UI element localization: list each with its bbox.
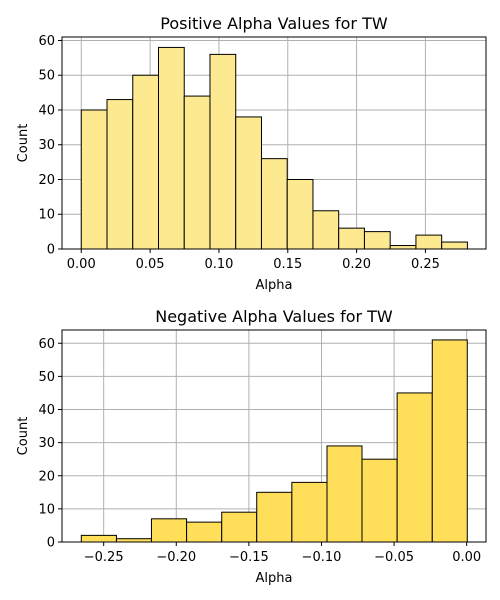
axes-frame: [61, 36, 487, 250]
y-axis-label: Count: [16, 124, 31, 163]
histogram-bar: [431, 339, 468, 543]
x-tick-label: −0.10: [302, 550, 342, 565]
histogram-bar: [256, 491, 293, 543]
x-tick-label: −0.25: [84, 550, 124, 565]
x-tick-label: −0.20: [156, 550, 196, 565]
chart-positive-alpha: 0.00 0.05 0.10 0.15 0.20 0.25 0 10 20 30 40 50 60 Pos…: [16, 14, 487, 293]
x-tick-label: 0.00: [452, 550, 481, 565]
y-tick-label: 30: [38, 436, 55, 451]
x-tick-label: 0.20: [342, 257, 371, 272]
histogram-bar: [221, 511, 258, 543]
histogram-bar: [186, 521, 223, 543]
y-tick-label: 40: [38, 103, 55, 118]
histogram-bar: [291, 481, 328, 543]
y-tick-label: 10: [38, 208, 55, 223]
histogram-bar: [338, 227, 365, 250]
axes-frame: [61, 329, 487, 543]
y-tick-label: 60: [38, 337, 55, 352]
histogram-bar: [326, 445, 363, 543]
y-tick-label: 60: [38, 34, 55, 49]
x-axis-label: Alpha: [256, 571, 293, 586]
x-tick-label: 0.10: [204, 257, 233, 272]
chart-title: Positive Alpha Values for TW: [160, 14, 388, 33]
bars: [80, 46, 468, 250]
histogram-bar: [235, 116, 262, 250]
x-tick-label: −0.05: [374, 550, 414, 565]
y-tick-label: 40: [38, 403, 55, 418]
y-axis-label: Count: [16, 417, 31, 456]
histogram-bar: [80, 534, 117, 543]
histogram-bar: [132, 74, 160, 250]
x-tick-label: 0.15: [273, 257, 302, 272]
y-tick-label: 30: [38, 138, 55, 153]
y-tick-label: 20: [38, 173, 55, 188]
chart-title: Negative Alpha Values for TW: [155, 307, 393, 326]
histogram-bar: [150, 518, 188, 543]
bars: [80, 339, 468, 543]
histogram-bar: [312, 210, 340, 250]
histogram-bar: [183, 95, 211, 250]
x-axis-label: Alpha: [256, 278, 293, 293]
histogram-bar: [389, 245, 417, 250]
x-tick-label: 0.05: [136, 257, 165, 272]
y-tick-label: 20: [38, 469, 55, 484]
histogram-bar: [361, 458, 398, 543]
histogram-bar: [209, 53, 237, 250]
histogram-bar: [106, 99, 134, 250]
y-tick-label: 0: [47, 243, 55, 258]
histogram-bar: [396, 392, 433, 543]
x-tick-label: −0.15: [229, 550, 269, 565]
x-tick-label: 0.00: [67, 257, 96, 272]
y-tick-label: 10: [38, 502, 55, 517]
histogram-bar: [260, 158, 288, 250]
y-tick-label: 50: [38, 370, 55, 385]
histogram-bar: [158, 46, 185, 250]
histogram-bar: [441, 241, 468, 250]
y-tick-label: 0: [47, 536, 55, 551]
y-tick-label: 50: [38, 69, 55, 84]
chart-negative-alpha: −0.25 −0.20 −0.15 −0.10 −0.05 0.00 0 10 20 30 40 50…: [16, 307, 487, 586]
histogram-bar: [80, 109, 108, 250]
x-tick-label: 0.25: [411, 257, 440, 272]
histogram-bar: [286, 178, 314, 250]
histogram-bar: [415, 234, 443, 250]
histogram-bar: [363, 231, 391, 250]
